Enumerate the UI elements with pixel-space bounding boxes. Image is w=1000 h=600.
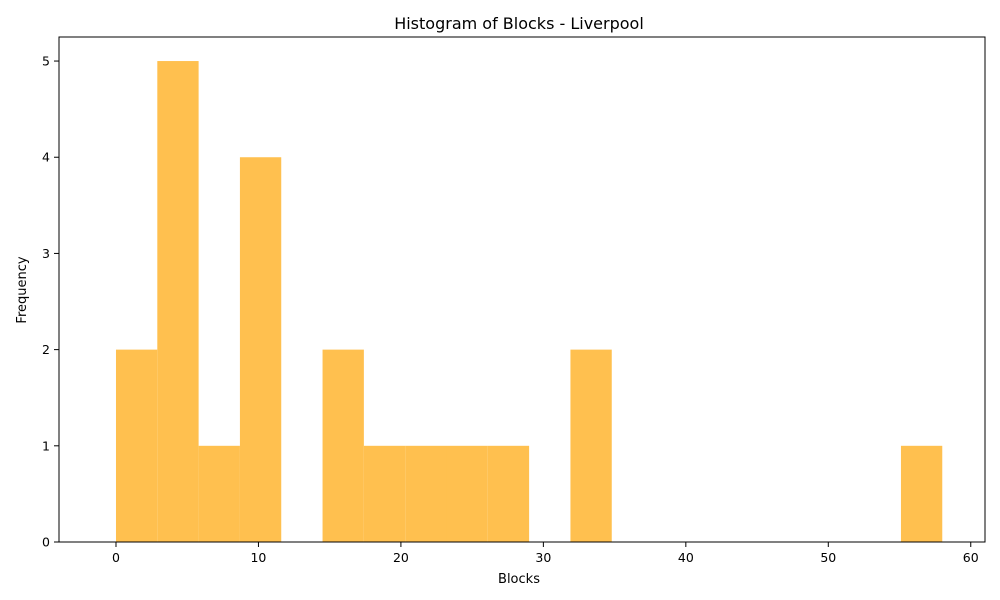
x-tick-label: 40 (678, 550, 694, 565)
histogram-bar (198, 445, 240, 542)
bars-group (115, 61, 943, 543)
x-axis-label: Blocks (498, 572, 540, 587)
histogram-bar (405, 445, 447, 542)
x-tick-label: 20 (393, 550, 409, 565)
x-tick-label: 0 (112, 550, 120, 565)
histogram-bar (900, 445, 943, 542)
histogram-bar (570, 349, 612, 542)
y-tick-label: 1 (42, 438, 50, 453)
y-tick-label: 4 (42, 150, 50, 165)
x-tick-label: 30 (535, 550, 551, 565)
x-tick-label: 60 (963, 550, 979, 565)
histogram-bar (157, 61, 199, 543)
histogram-bar (363, 445, 406, 542)
x-axis-ticks: 0 10 20 30 40 50 60 (112, 542, 979, 565)
y-tick-label: 3 (42, 246, 50, 261)
histogram-bar (446, 445, 488, 542)
plot-frame (58, 36, 986, 543)
y-axis-ticks: 0 1 2 3 4 5 (42, 54, 59, 550)
x-tick-label: 50 (820, 550, 836, 565)
y-tick-label: 2 (42, 342, 50, 357)
x-tick-label: 10 (250, 550, 266, 565)
y-axis-label: Frequency (15, 256, 30, 323)
histogram-bar (322, 349, 364, 542)
y-tick-label: 0 (42, 535, 50, 550)
histogram-bar (115, 349, 158, 542)
y-tick-label: 5 (42, 54, 50, 69)
histogram-bar (239, 157, 282, 542)
chart-title: Histogram of Blocks - Liverpool (394, 14, 644, 33)
histogram-bar (487, 445, 530, 542)
